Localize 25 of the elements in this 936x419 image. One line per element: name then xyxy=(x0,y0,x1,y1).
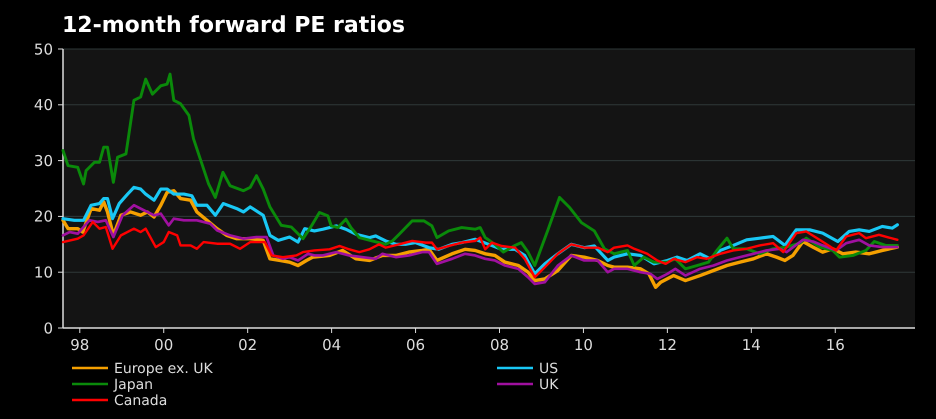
x-tick-label: 02 xyxy=(238,336,258,354)
x-tick-label: 16 xyxy=(826,336,845,354)
x-tick-label: 04 xyxy=(322,336,342,354)
x-tick-label: 06 xyxy=(406,336,426,354)
x-tick-label: 12 xyxy=(658,336,677,354)
y-tick-label: 10 xyxy=(34,263,53,282)
line-series xyxy=(62,220,899,278)
chart-title: 12-month forward PE ratios xyxy=(62,13,406,38)
legend-label: Canada xyxy=(114,392,168,409)
y-tick-label: 30 xyxy=(34,152,53,170)
x-tick-label: 08 xyxy=(490,336,510,354)
legend-label: Japan xyxy=(113,376,154,393)
x-tick-label: 14 xyxy=(742,336,761,354)
x-tick-label: 98 xyxy=(70,336,90,354)
y-tick-label: 20 xyxy=(34,208,53,226)
line-series xyxy=(62,204,899,286)
legend-label: UK xyxy=(539,376,560,393)
legend-label: Europe ex. UK xyxy=(114,360,214,377)
line-series xyxy=(62,72,899,270)
x-tick-label: 10 xyxy=(574,336,593,354)
y-tick-label: 40 xyxy=(34,96,53,114)
x-tick-label: 00 xyxy=(154,336,174,354)
y-tick-label: 50 xyxy=(34,40,53,58)
y-tick-label: 0 xyxy=(43,319,53,338)
legend-label: US xyxy=(539,360,558,377)
